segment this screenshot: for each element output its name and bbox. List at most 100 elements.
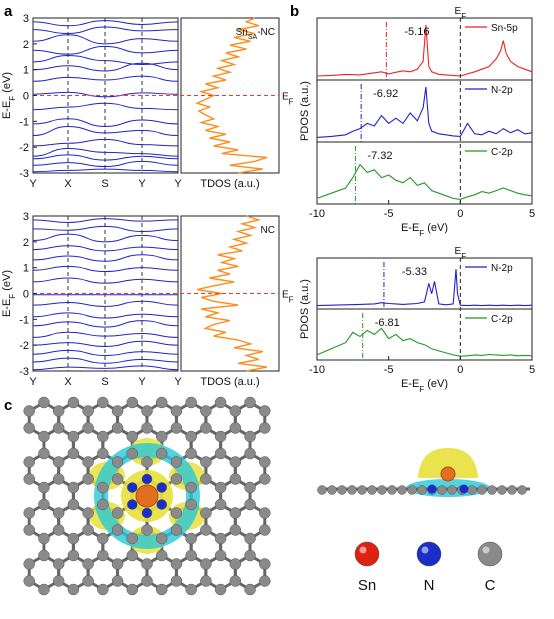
carbon-atom [126,447,139,460]
carbon-atom [244,583,256,596]
side-charge-accumulation [418,448,478,478]
band-center-label: -5.33 [402,266,427,278]
kpoint-label: Y [174,178,182,190]
band-line [32,265,179,273]
carbon-atom [52,575,65,587]
pdos-nc: -5.33 N-2p -6.81 C-2p EF -10 -5 0 5 E-EF (eV) PDOS… [299,246,535,394]
band-line [32,245,179,252]
fermi-label: EF [282,290,294,305]
carbon-atom [67,481,80,494]
side-carbon-atom [367,485,377,495]
carbon-atom [23,456,35,468]
band-line [32,331,179,338]
side-carbon-atom [437,485,447,495]
carbon-atom [52,405,65,417]
carbon-atom [155,532,168,545]
carbon-atom [82,524,94,536]
carbon-atom [126,583,139,596]
carbon-atom [111,575,124,587]
band-line [32,125,179,137]
carbon-atom [170,507,183,519]
carbon-atom [82,456,94,468]
carbon-atom [185,549,197,562]
band-line [32,300,179,307]
legend-atom-sn [354,541,380,567]
carbon-atom [185,481,197,494]
fermi-label: EF [455,6,467,21]
carbon-atom [23,507,35,519]
band-line [32,147,179,157]
band-structure-nc: EF 3 2 1 0 -1 -2 -3 E-EF (eV) Y X S Y Y TDOS (a.u.) NC [1,211,294,388]
band-line [32,357,179,364]
carbon-atom [111,507,124,519]
carbon-atom [23,405,35,417]
carbon-atom [155,549,168,562]
y-tick-label: -2 [19,340,29,352]
band-line [32,102,179,111]
carbon-atom [170,575,183,587]
panel-letter-b: b [290,3,299,20]
carbon-atom [67,447,80,460]
legend-atom-n [416,541,442,567]
carbon-atom [141,405,153,417]
side-carbon-atom [317,485,327,495]
carbon-atom [38,583,50,596]
carbon-atom [111,524,124,536]
carbon-atom [200,422,212,434]
carbon-atom [229,405,242,417]
carbon-atom [214,430,227,443]
carbon-atom [67,396,80,409]
band-line [32,160,179,168]
carbon-atom [38,498,50,511]
band-center-label: -6.92 [373,88,398,100]
pdos-line-c-2p [316,163,533,200]
carbon-atom [23,575,35,587]
x-tick-label: 0 [457,208,463,220]
carbon-atom [52,456,65,468]
band-line [32,154,179,161]
tin-atom [135,484,159,508]
carbon-atom [229,524,242,536]
tdos-line [197,215,268,372]
carbon-atom [200,507,212,519]
carbon-atom [23,558,35,570]
pdos-subplot-frame [316,308,533,361]
carbon-atom [52,558,65,570]
carbon-atom [200,405,212,417]
carbon-atom [111,558,124,570]
band-line [32,138,179,147]
carbon-atom [244,481,256,494]
carbon-atom [259,456,271,468]
side-carbon-atom [397,485,407,495]
band-line [32,312,179,319]
band-line [32,118,179,128]
x-tick-label: 0 [457,364,463,376]
carbon-atom [244,396,256,409]
side-nitrogen-atom [427,484,437,494]
charge-density-panel: Sn N C [23,396,530,596]
nitrogen-atom [127,499,138,510]
carbon-atom [82,575,94,587]
carbon-atom [229,473,242,485]
side-carbon-atom [377,485,387,495]
carbon-atom [97,396,109,409]
side-carbon-atom [477,485,487,495]
carbon-atom [155,447,168,460]
x-tick-label: -10 [309,364,325,376]
carbon-atom [185,430,197,443]
carbon-atom [259,405,271,417]
x-tick-label: -5 [384,208,394,220]
carbon-atom [141,558,153,570]
carbon-atom [244,532,256,545]
legend-atom-highlight [421,546,429,554]
nitrogen-atom [141,507,153,519]
carbon-atom [111,456,124,468]
band-line [32,91,179,98]
y-axis-label: E-EF (eV) [1,72,17,119]
kpoint-label: S [101,178,108,190]
tdos-x-label: TDOS (a.u.) [200,376,259,388]
carbon-atom [244,430,256,443]
band-line [32,168,179,173]
x-tick-label: -5 [384,364,394,376]
